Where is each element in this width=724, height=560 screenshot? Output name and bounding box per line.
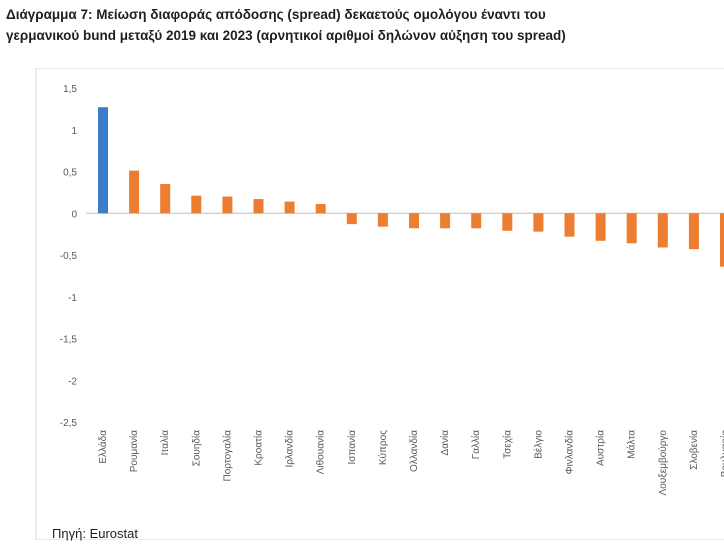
bar-10 [377, 213, 388, 227]
x-tick-label: Λουξεμβούργο [657, 430, 669, 496]
x-tick-label: Γαλλία [470, 430, 482, 460]
x-tick-label: Σουηδία [190, 430, 202, 467]
x-tick-label: Σλοβενία [688, 430, 700, 470]
bar-16 [564, 213, 575, 237]
chart-area: 1,5 1 0,5 0 -0,5 -1 -1,5 -2 -2,5 Ελλάδα Ρουμανία Ι… [0, 68, 724, 540]
x-tick-label: Ισπανία [346, 430, 358, 465]
x-tick-label: Πορτογαλία [221, 430, 233, 482]
bar-18 [626, 213, 637, 244]
bar-12 [440, 213, 451, 229]
x-tick-label: Λιθουανία [315, 430, 327, 474]
y-tick-label: 1 [71, 126, 77, 137]
y-tick-label: 0 [71, 209, 77, 220]
source-note: Πηγή: Eurostat [52, 526, 138, 541]
y-axis-ticks: 1,5 1 0,5 0 -0,5 -1 -1,5 -2 -2,5 [60, 84, 78, 429]
y-tick-label: 0,5 [63, 168, 77, 179]
chart-border [35, 68, 724, 540]
bar-7 [284, 201, 295, 214]
y-tick-label: -2,5 [60, 418, 78, 429]
x-tick-label: Δανία [439, 430, 451, 456]
bar-4 [191, 195, 202, 214]
y-tick-label: -1 [68, 293, 77, 304]
x-tick-label: Ρουμανία [128, 430, 140, 472]
x-tick-label: Ιταλία [159, 430, 171, 456]
x-tick-label: Βουλγαρία [719, 430, 724, 477]
bar-8 [315, 204, 326, 214]
x-tick-label: Ιρλανδία [284, 430, 296, 468]
bar-14 [502, 213, 513, 231]
x-tick-label: Μάλτα [626, 430, 638, 459]
x-tick-label: Φινλανδία [564, 430, 576, 475]
bar-2 [129, 170, 140, 214]
bar-chart: 1,5 1 0,5 0 -0,5 -1 -1,5 -2 -2,5 Ελλάδα Ρουμανία Ι… [35, 68, 724, 540]
y-tick-label: -0,5 [60, 251, 78, 262]
y-tick-label: -1,5 [60, 335, 78, 346]
bar-1 [98, 107, 108, 214]
x-tick-label: Αυστρία [595, 430, 607, 466]
x-tick-label: Κύπρος [377, 430, 389, 465]
x-tick-label: Κροατία [253, 430, 265, 466]
x-tick-label: Βέλγιο [532, 430, 544, 459]
bar-13 [471, 213, 482, 229]
bar-6 [253, 199, 264, 214]
bar-19 [657, 213, 668, 248]
bar-9 [346, 213, 357, 225]
x-tick-label: Ελλάδα [97, 430, 109, 464]
bar-17 [595, 213, 606, 241]
bar-11 [409, 213, 419, 229]
bar-15 [533, 213, 544, 232]
bar-20 [688, 213, 699, 250]
bar-21 [720, 213, 724, 267]
y-tick-label: -2 [68, 376, 77, 387]
bars-group [98, 107, 724, 267]
x-tick-label: Ολλανδία [408, 430, 420, 472]
bar-5 [222, 196, 233, 214]
y-tick-label: 1,5 [63, 84, 77, 95]
bar-3 [160, 184, 171, 214]
chart-title: Διάγραμμα 7: Μείωση διαφοράς απόδοσης (s… [6, 7, 566, 43]
x-axis-labels: Ελλάδα Ρουμανία Ιταλία Σουηδία Πορτογαλία Κρο… [97, 430, 724, 496]
x-tick-label: Τσεχία [501, 430, 513, 459]
